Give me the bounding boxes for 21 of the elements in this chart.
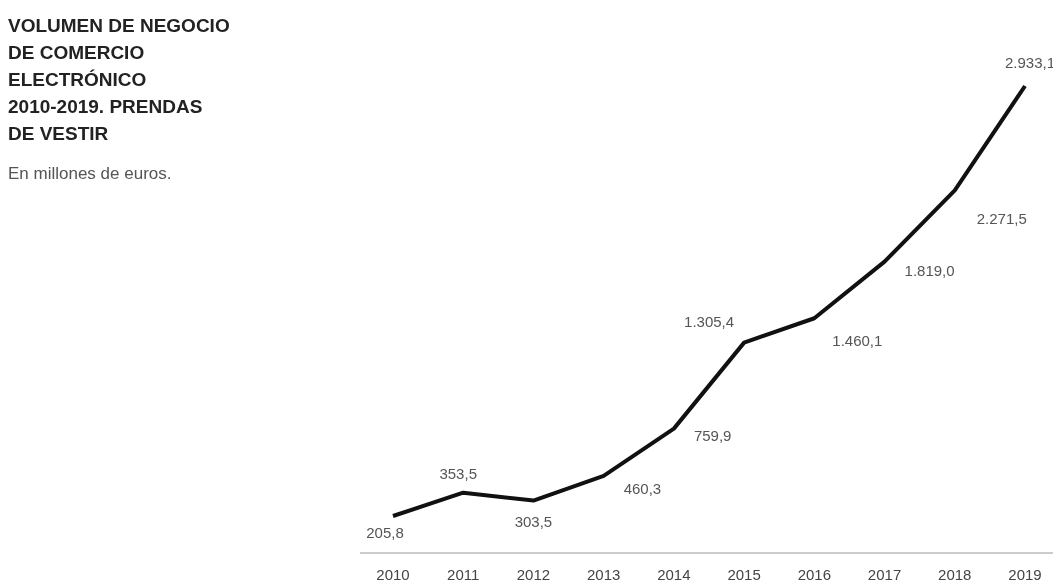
data-label: 1.819,0 xyxy=(904,261,955,279)
data-label: 205,8 xyxy=(366,524,404,541)
data-label: 759,9 xyxy=(693,426,732,444)
x-tick-label: 2010 xyxy=(376,566,410,583)
x-tick-label: 2017 xyxy=(867,566,902,583)
text: VOLUMEN DE NEGOCIO DE COMERCIO ELECTRÓNICO 2010-2019. PRENDAS DE VESTIR xyxy=(8,15,230,144)
data-label: 2.271,5 xyxy=(976,210,1027,228)
data-label: 303,5 xyxy=(514,512,553,530)
x-tick-label: 2018 xyxy=(938,566,972,583)
text: En millones de euros. xyxy=(8,164,172,183)
x-tick-label: 2011 xyxy=(447,566,480,583)
x-tick-label: 2013 xyxy=(586,566,621,583)
x-tick-label: 2019 xyxy=(1008,566,1042,583)
x-tick-label: 2014 xyxy=(657,566,691,583)
x-tick-label: 2016 xyxy=(797,566,832,583)
data-label: 353,5 xyxy=(439,464,477,482)
x-tick-label: 2012 xyxy=(516,566,551,583)
x-tick-label: 2015 xyxy=(727,566,761,583)
data-label: 460,3 xyxy=(623,479,662,497)
data-label: 1.460,1 xyxy=(832,332,883,350)
data-label: 1.305,4 xyxy=(684,312,735,330)
